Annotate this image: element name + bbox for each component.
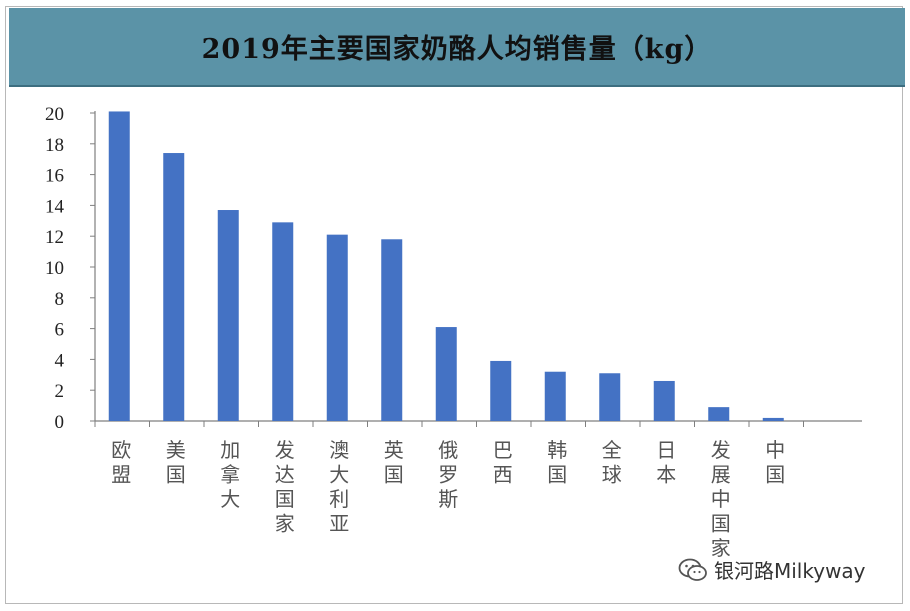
bar (272, 222, 294, 421)
x-tick-label: 澳大利亚 (329, 438, 349, 536)
bar (490, 360, 512, 421)
watermark: 银河路Milkyway (678, 555, 866, 584)
title-bar: 2019年主要国家奶酪人均销售量（kg） (9, 8, 905, 87)
y-tick-label: 18 (45, 135, 64, 156)
x-tick-label: 欧盟 (111, 438, 131, 487)
bars (108, 111, 784, 422)
bar (108, 111, 130, 422)
watermark-text: 银河路Milkyway (714, 559, 866, 583)
y-tick-label: 2 (55, 381, 65, 402)
y-tick-labels: 0 2 4 6 8 10 12 14 16 18 20 (45, 104, 65, 433)
bar (544, 371, 566, 421)
y-tick-label: 4 (55, 350, 65, 371)
y-tick-label: 6 (55, 320, 65, 341)
bar (762, 417, 784, 421)
bar (708, 407, 730, 421)
wechat-icon (678, 558, 707, 581)
y-tick-label: 20 (45, 104, 64, 125)
chart-frame (5, 6, 903, 604)
x-tick-label: 加拿大 (220, 438, 240, 511)
y-tick-label: 10 (45, 258, 64, 279)
bar (326, 234, 348, 421)
x-tick-label: 中国 (765, 438, 785, 487)
x-tick-label: 发达国家 (275, 438, 295, 536)
axes (90, 111, 862, 427)
x-tick-label: 全球 (602, 438, 622, 487)
bar (653, 380, 675, 421)
x-tick-label: 日本 (656, 438, 676, 487)
x-tick-label: 俄罗斯 (438, 438, 458, 511)
bar (435, 327, 457, 421)
chart-title: 2019年主要国家奶酪人均销售量（kg） (201, 34, 713, 65)
y-tick-label: 0 (55, 412, 65, 433)
x-tick-label: 韩国 (547, 438, 567, 487)
x-tick-label: 巴西 (493, 438, 513, 487)
y-tick-label: 14 (45, 196, 65, 217)
y-tick-label: 12 (45, 227, 64, 248)
y-tick-label: 8 (55, 289, 65, 310)
bar (381, 239, 403, 421)
bar (599, 373, 621, 421)
x-tick-label: 发展中国家 (711, 438, 731, 560)
bar (217, 210, 239, 421)
x-tick-label: 美国 (166, 438, 186, 487)
bar (163, 153, 185, 422)
y-tick-label: 16 (45, 166, 64, 187)
x-tick-label: 英国 (384, 438, 404, 487)
